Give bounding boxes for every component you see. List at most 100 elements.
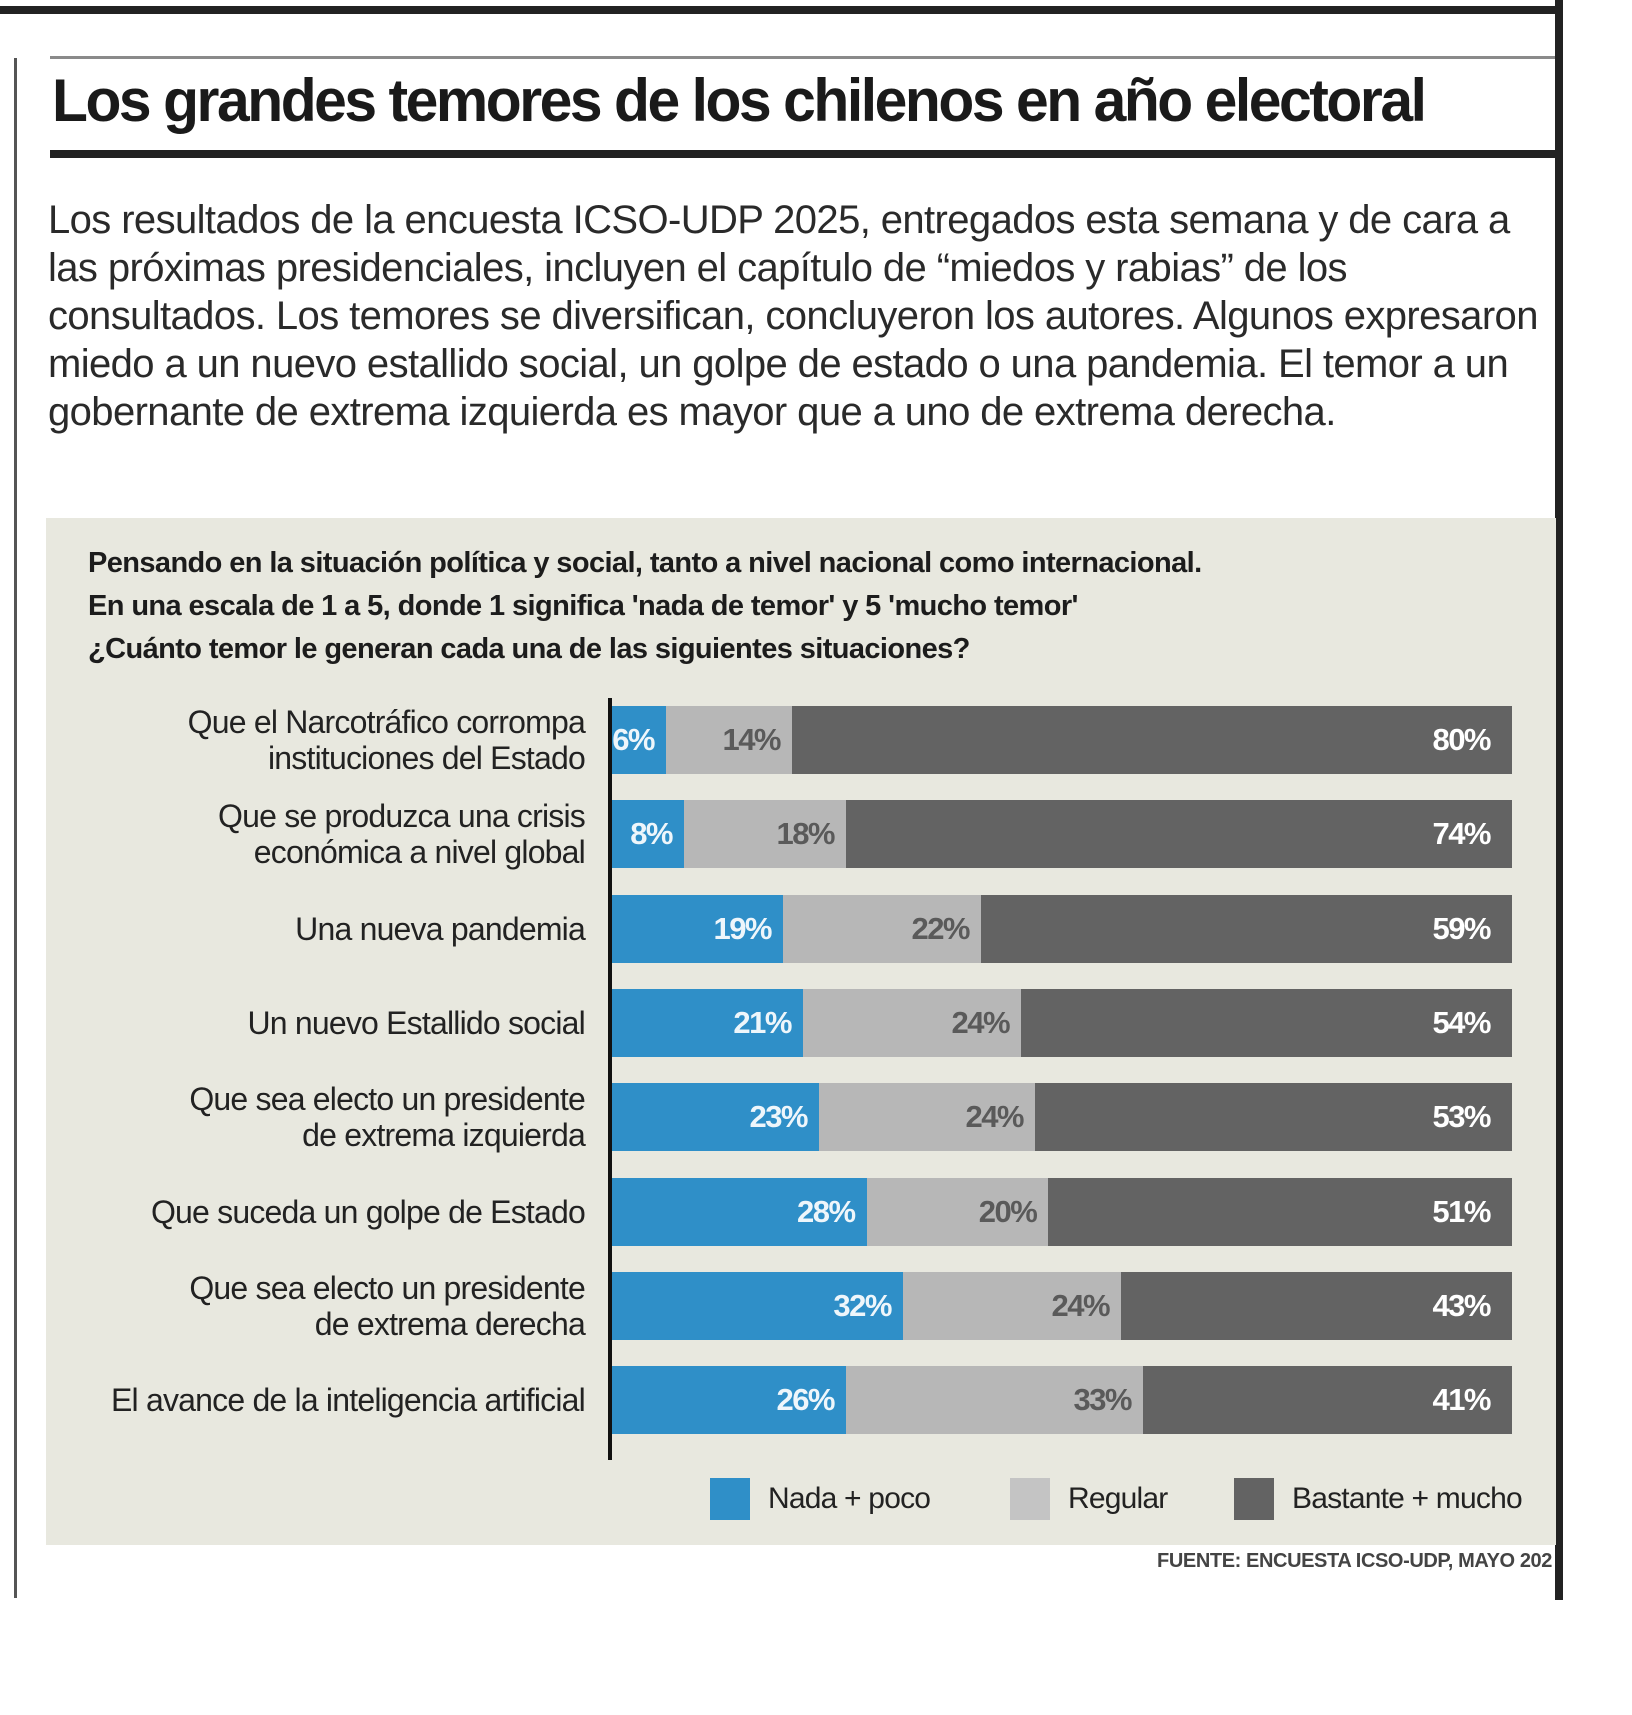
data-label: 74% (1432, 816, 1491, 852)
source-note: FUENTE: ENCUESTA ICSO-UDP, MAYO 202 (1157, 1550, 1552, 1572)
chart-question: Pensando en la situación política y soci… (88, 542, 1202, 671)
data-label: 43% (1432, 1287, 1491, 1323)
legend-item-nada-poco: Nada + poco (710, 1476, 931, 1522)
legend-swatch (1010, 1478, 1050, 1520)
chart-axis-line (608, 698, 612, 1460)
data-label: 51% (1432, 1193, 1491, 1229)
data-label: 21% (733, 1004, 792, 1040)
category-label-line: Que se produzca una crisis (218, 798, 586, 835)
data-label: 54% (1432, 1004, 1491, 1040)
bar-segment-regular: 14% (666, 706, 792, 774)
bar-segment-regular: 24% (902, 1271, 1122, 1340)
data-label: 23% (749, 1099, 808, 1135)
bar-segment-regular: 20% (866, 1177, 1049, 1246)
data-label: 24% (965, 1099, 1024, 1135)
category-label-line: económica a nivel global (253, 834, 586, 871)
data-label: 22% (911, 910, 970, 946)
bar-segment-nada-poco: 6% (612, 706, 666, 774)
bar-segment-nada-poco: 23% (612, 1083, 819, 1152)
chart-question-line: En una escala de 1 a 5, donde 1 signific… (88, 590, 1078, 622)
legend-swatch (710, 1478, 750, 1520)
legend-label: Regular (1068, 1482, 1168, 1515)
category-label: El avance de la inteligencia artificial (45, 1366, 586, 1434)
legend-label: Bastante + mucho (1292, 1482, 1523, 1515)
title-top-rule (50, 56, 1555, 59)
category-label-line: Una nueva pandemia (295, 910, 586, 947)
data-label: 59% (1432, 910, 1491, 946)
top-rule (0, 6, 1560, 14)
data-label: 41% (1432, 1382, 1491, 1418)
legend-swatch (1234, 1478, 1274, 1520)
data-label: 24% (951, 1004, 1011, 1040)
bar-segment-bastante-mucho: 74% (846, 800, 1512, 869)
data-label: 19% (713, 910, 772, 946)
bar-segment-regular: 18% (684, 800, 846, 869)
bar-segment-nada-poco: 28% (612, 1177, 867, 1246)
article-title: Los grandes temores de los chilenos en a… (52, 67, 1427, 134)
category-label: Una nueva pandemia (45, 895, 586, 963)
category-label: Que el Narcotráfico corrompa institucione… (45, 704, 586, 776)
bar-segment-regular: 22% (783, 894, 981, 963)
chart-row: Un nuevo Estallido social 21% 24% 54% (0, 988, 1520, 1057)
chart-question-line: Pensando en la situación política y soci… (88, 547, 1202, 579)
data-label: 20% (978, 1193, 1038, 1229)
bar-segment-nada-poco: 19% (612, 894, 783, 963)
chart-row: Que sea electo un presidente de extrema i… (0, 1081, 1520, 1154)
category-label-line: instituciones del Estado (267, 740, 586, 776)
category-label-line: Que sea electo un presidente (189, 1081, 585, 1118)
legend-item-regular: Regular (1010, 1476, 1168, 1522)
category-label-line: de extrema izquierda (302, 1117, 586, 1154)
chart-legend: Nada + poco Regular Bastante + mucho (0, 1476, 1560, 1522)
chart-row: El avance de la inteligencia artificial 2… (0, 1366, 1520, 1435)
chart-row: Que suceda un golpe de Estado 28% 20% 51% (0, 1177, 1520, 1246)
category-label: Que sea electo un presidente de extrema d… (45, 1269, 586, 1342)
bar-segment-bastante-mucho: 53% (1035, 1083, 1512, 1152)
data-label: 28% (796, 1193, 856, 1229)
category-label: Que se produzca una crisis económica a ni… (45, 798, 586, 871)
data-label: 6% (612, 722, 655, 757)
article-intro: Los resultados de la encuesta ICSO-UDP 2… (48, 198, 1538, 434)
category-label-line: de extrema derecha (314, 1305, 586, 1342)
legend-item-bastante-mucho: Bastante + mucho (1234, 1476, 1523, 1522)
bar-segment-bastante-mucho: 54% (1021, 988, 1512, 1057)
stacked-bar: 26% 33% 41% (612, 1366, 1512, 1435)
stacked-bar: 23% 24% 53% (612, 1083, 1512, 1152)
data-label: 80% (1432, 722, 1491, 757)
bar-segment-nada-poco: 26% (612, 1366, 846, 1435)
chart-question-line: ¿Cuánto temor le generan cada una de las… (88, 633, 970, 665)
legend-label: Nada + poco (768, 1482, 931, 1515)
category-label-line: Que el Narcotráfico corrompa (187, 704, 586, 740)
stacked-bar: 19% 22% 59% (612, 894, 1512, 963)
bar-segment-nada-poco: 32% (612, 1271, 903, 1340)
bar-segment-bastante-mucho: 59% (981, 894, 1512, 963)
stacked-bar: 6% 14% 80% (612, 706, 1512, 774)
data-label: 8% (630, 816, 673, 852)
bar-segment-bastante-mucho: 80% (792, 706, 1512, 774)
title-bottom-rule (50, 150, 1555, 158)
bar-segment-bastante-mucho: 51% (1048, 1177, 1512, 1246)
bar-segment-nada-poco: 21% (612, 988, 803, 1057)
chart-row: Que el Narcotráfico corrompa institucione… (0, 704, 1520, 776)
bar-segment-regular: 33% (846, 1366, 1143, 1435)
category-label: Que sea electo un presidente de extrema i… (45, 1081, 586, 1154)
category-label-line: Un nuevo Estallido social (247, 1004, 585, 1041)
category-label: Un nuevo Estallido social (45, 989, 585, 1057)
category-label: Que suceda un golpe de Estado (45, 1178, 586, 1246)
chart-row: Que se produzca una crisis económica a ni… (0, 798, 1520, 871)
left-rule (14, 58, 17, 1598)
data-label: 53% (1432, 1099, 1491, 1135)
stacked-bar: 28% 20% 51% (612, 1177, 1512, 1246)
category-label-line: Que suceda un golpe de Estado (150, 1193, 586, 1230)
bar-segment-regular: 24% (802, 988, 1022, 1057)
data-label: 32% (833, 1287, 892, 1323)
data-label: 14% (722, 722, 781, 757)
bar-segment-nada-poco: 8% (612, 800, 684, 869)
bar-segment-bastante-mucho: 43% (1121, 1271, 1512, 1340)
data-label: 26% (776, 1382, 835, 1418)
stacked-bar: 32% 24% 43% (612, 1271, 1512, 1340)
category-label-line: Que sea electo un presidente (189, 1269, 585, 1306)
stacked-bar: 8% 18% 74% (612, 800, 1512, 869)
data-label: 24% (1051, 1287, 1111, 1323)
bar-segment-bastante-mucho: 41% (1143, 1366, 1512, 1435)
category-label-line: El avance de la inteligencia artificial (111, 1382, 586, 1419)
